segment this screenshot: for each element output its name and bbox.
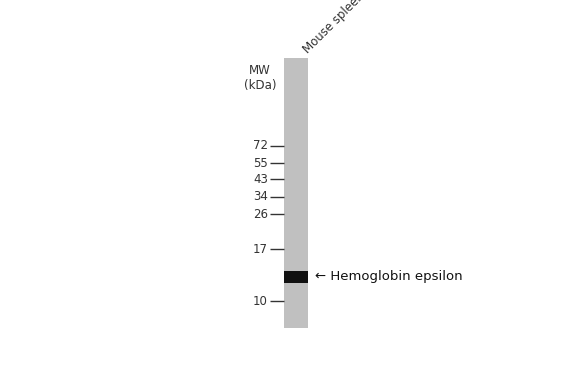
Text: 10: 10 (253, 295, 268, 308)
Text: ← Hemoglobin epsilon: ← Hemoglobin epsilon (315, 270, 463, 283)
Text: Mouse spleen: Mouse spleen (300, 0, 367, 56)
Bar (283, 271, 308, 283)
Text: MW
(kDa): MW (kDa) (244, 64, 276, 92)
Text: 72: 72 (253, 139, 268, 152)
Text: 17: 17 (253, 243, 268, 256)
Bar (283, 59, 308, 328)
Text: 26: 26 (253, 208, 268, 221)
Text: 55: 55 (253, 157, 268, 170)
Text: 34: 34 (253, 190, 268, 203)
Text: 43: 43 (253, 173, 268, 186)
